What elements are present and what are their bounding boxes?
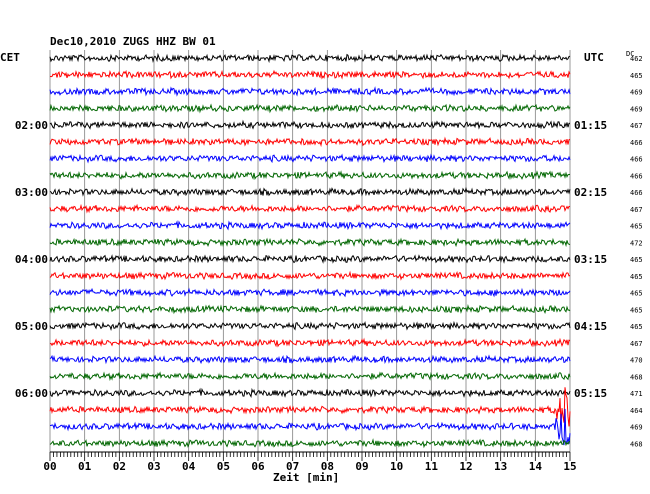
dc-value: 466	[630, 156, 643, 164]
dc-value: 472	[630, 239, 643, 247]
dc-value: 469	[630, 424, 643, 432]
trace-row	[49, 103, 571, 114]
trace-row	[49, 220, 571, 231]
utc-hour-label: 05:15	[574, 387, 607, 400]
x-axis-label: Zeit [min]	[273, 471, 339, 484]
dc-value: 469	[630, 105, 643, 113]
x-tick-label: 09	[355, 460, 368, 473]
utc-hour-label: 01:15	[574, 119, 607, 132]
trace-row	[49, 86, 571, 97]
utc-axis-title: UTC	[584, 51, 604, 64]
x-tick-label: 03	[147, 460, 160, 473]
trace-row	[49, 371, 571, 382]
dc-value: 462	[630, 55, 643, 63]
x-tick-label: 07	[286, 460, 299, 473]
trace-row	[49, 287, 571, 298]
cet-hour-label: 02:00	[15, 119, 48, 132]
dc-value: 465	[630, 223, 643, 231]
x-tick-label: 10	[390, 460, 403, 473]
x-tick-label: 15	[563, 460, 576, 473]
x-tick-labels: 00 01 02 03 04 05 06 07 08 09 10 11 12 13 14 15	[43, 460, 576, 473]
dc-value: 467	[630, 340, 643, 348]
x-tick-label: 04	[182, 460, 196, 473]
x-tick-label: 14	[529, 460, 543, 473]
utc-hour-label: 04:15	[574, 320, 607, 333]
cet-hour-label: 04:00	[15, 253, 48, 266]
x-tick-label: 08	[321, 460, 334, 473]
trace-row	[49, 254, 571, 264]
dc-value: 465	[630, 72, 643, 80]
cet-hour-label: 03:00	[15, 186, 48, 199]
x-tick-label: 00	[43, 460, 56, 473]
dc-value: 465	[630, 306, 643, 314]
dc-value: 471	[630, 390, 643, 398]
trace-row	[49, 337, 571, 348]
utc-hour-label: 02:15	[574, 186, 607, 199]
dc-value: 469	[630, 89, 643, 97]
cet-hour-label: 05:00	[15, 320, 48, 333]
trace-row	[49, 354, 571, 365]
seismic-traces	[49, 52, 571, 449]
x-axis-ticks	[49, 451, 571, 461]
trace-row	[49, 387, 571, 398]
trace-row	[49, 320, 571, 331]
dc-value: 468	[630, 440, 643, 448]
dc-header: DC	[626, 50, 634, 58]
dc-value: 467	[630, 122, 643, 130]
trace-row	[49, 153, 571, 164]
trace-row	[49, 186, 571, 197]
utc-hour-label: 03:15	[574, 253, 607, 266]
x-tick-label: 13	[494, 460, 507, 473]
x-tick-label: 05	[217, 460, 230, 473]
trace-row	[49, 270, 571, 281]
x-tick-label: 01	[78, 460, 92, 473]
trace-row	[49, 304, 571, 315]
trace-row	[49, 408, 571, 446]
dc-value: 466	[630, 172, 643, 180]
dc-value: 464	[630, 407, 643, 415]
x-tick-label: 06	[251, 460, 265, 473]
utc-hour-labels: 01:15 02:15 03:15 04:15 05:15	[574, 119, 607, 400]
x-tick-label: 12	[459, 460, 472, 473]
dc-value: 467	[630, 206, 643, 214]
dc-value: 466	[630, 139, 643, 147]
cet-hour-label: 06:00	[15, 387, 48, 400]
dc-value: 465	[630, 290, 643, 298]
dc-value: 465	[630, 323, 643, 331]
dc-value: 466	[630, 189, 643, 197]
trace-row	[49, 438, 570, 449]
trace-row	[49, 119, 571, 130]
dc-value: 468	[630, 373, 643, 381]
dc-value: 465	[630, 256, 643, 264]
trace-row	[49, 387, 571, 427]
trace-row	[49, 237, 571, 248]
x-tick-label: 11	[425, 460, 439, 473]
dc-value: 470	[630, 357, 643, 365]
cet-hour-labels: 02:00 03:00 04:00 05:00 06:00	[15, 119, 48, 400]
trace-row	[49, 203, 571, 214]
minute-gridlines	[49, 50, 571, 452]
dc-value-labels: 462 465 469 469 467 466 466 466 466 467 465 472 465 4…	[630, 55, 643, 448]
trace-row	[49, 136, 571, 148]
dc-value: 465	[630, 273, 643, 281]
x-tick-label: 02	[113, 460, 126, 473]
trace-row	[49, 170, 571, 180]
trace-row	[49, 52, 571, 64]
cet-axis-title: CET	[0, 51, 20, 64]
chart-title: Dec10,2010 ZUGS HHZ BW 01	[50, 35, 216, 48]
trace-row	[49, 69, 571, 80]
